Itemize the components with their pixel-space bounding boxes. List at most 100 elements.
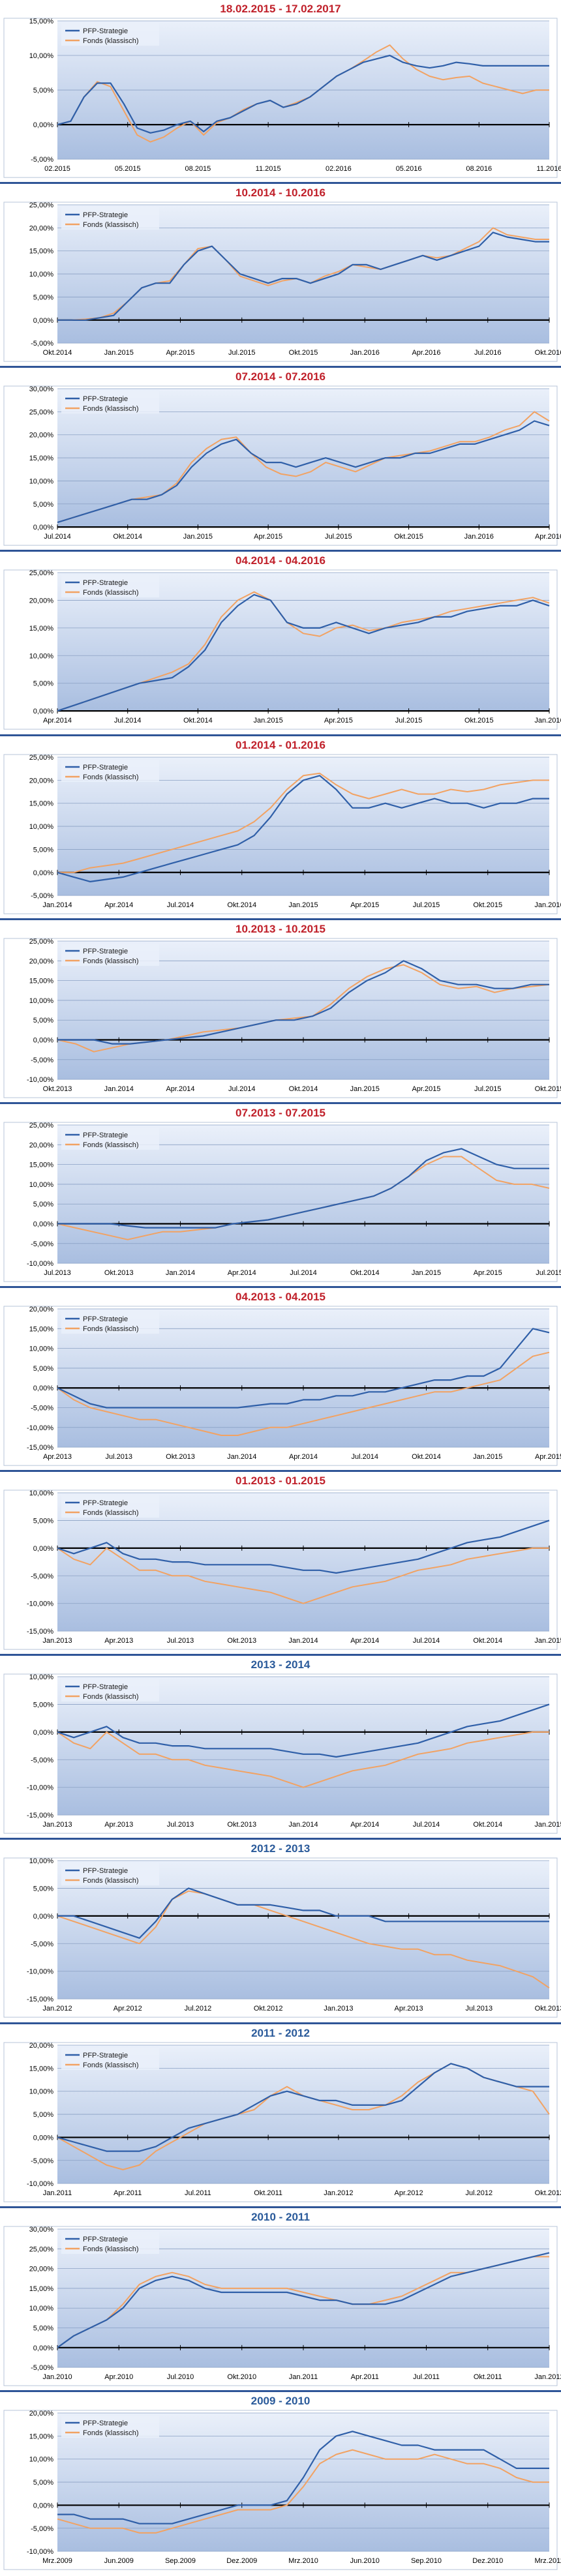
x-tick-label: Apr.2013 [104, 1821, 133, 1829]
legend-label-strategy: PFP-Strategie [83, 2419, 128, 2427]
x-tick-label: Jan.2015 [288, 901, 318, 909]
series-line-fund [57, 1731, 549, 1788]
y-tick-label: 30,00% [29, 2226, 54, 2234]
y-tick-label: 10,00% [29, 1345, 54, 1353]
x-tick-label: Jul.2013 [44, 1269, 71, 1277]
x-tick-label: Okt.2015 [473, 901, 502, 909]
legend-label-fund: Fonds (klassisch) [83, 2061, 139, 2069]
legend-label-strategy: PFP-Strategie [83, 211, 128, 219]
x-tick-label: Okt.2015 [464, 717, 494, 725]
y-tick-label: -10,00% [27, 2180, 53, 2188]
chart-panel: 2013 - 2014 10,00% 5,00% 0,00% -5,00% -10,00%… [0, 1656, 561, 1840]
chart-title: 2010 - 2011 [251, 2210, 310, 2223]
y-tick-label: -10,00% [27, 1784, 53, 1792]
x-tick-label: Apr.2014 [350, 1637, 379, 1645]
x-tick-label: Apr.2015 [535, 1453, 561, 1461]
y-tick-label: 5,00% [33, 2111, 53, 2119]
line-chart: 25,00% 20,00% 15,00% 10,00% 5,00% 0,00% -5,00%… [3, 202, 561, 362]
x-tick-label: Okt.2013 [227, 1821, 256, 1829]
y-tick-label: 15,00% [29, 248, 54, 256]
y-tick-label: 0,00% [33, 524, 53, 532]
section-divider [0, 2206, 561, 2208]
x-tick-label: Okt.2015 [394, 533, 423, 541]
legend-label-strategy: PFP-Strategie [83, 1315, 128, 1323]
chart-panel: 01.2013 - 01.2015 10,00% 5,00% 0,00% -5,00% -… [0, 1472, 561, 1656]
chart-title: 2011 - 2012 [251, 2026, 310, 2039]
y-tick-label: 20,00% [29, 432, 54, 440]
section-divider [0, 1654, 561, 1656]
chart-panel: 01.2014 - 01.2016 25,00% 20,00% 15,00% 10,00… [0, 736, 561, 920]
x-tick-label: Jul.2011 [413, 2373, 440, 2381]
chart-title: 2013 - 2014 [250, 1658, 311, 1671]
y-tick-label: -5,00% [31, 1240, 53, 1248]
x-tick-label: Apr.2014 [350, 1821, 379, 1829]
x-tick-label: Apr.2015 [412, 1085, 440, 1093]
chart-panel: 2010 - 2011 30,00% 25,00% 20,00% 15,00% 10,00… [0, 2208, 561, 2392]
x-tick-label: Okt.2014 [412, 1453, 441, 1461]
x-tick-label: 08.2016 [466, 165, 492, 173]
y-tick-label: 25,00% [29, 938, 54, 946]
x-tick-label: 05.2016 [396, 165, 422, 173]
x-tick-label: Apr.2012 [395, 2189, 423, 2197]
x-tick-label: Jan.2015 [254, 717, 283, 725]
x-tick-label: Jan.2014 [288, 1821, 318, 1829]
series-line-strategy [57, 232, 549, 322]
legend-label-fund: Fonds (klassisch) [83, 2429, 139, 2437]
series-line-fund [57, 1891, 550, 1989]
y-tick-label: 25,00% [29, 1122, 54, 1130]
legend [61, 207, 159, 230]
y-tick-label: 20,00% [29, 1306, 54, 1313]
x-tick-label: Mrz.2009 [42, 2557, 72, 2565]
series-line-fund [57, 411, 550, 524]
x-tick-label: 05.2015 [115, 165, 141, 173]
x-tick-label: Jan.2015 [534, 1821, 561, 1829]
y-tick-label: 10,00% [29, 2088, 54, 2095]
chart-panel: 07.2014 - 07.2016 30,00% 25,00% 20,00% 15,00… [0, 368, 561, 552]
series-line-fund [57, 772, 549, 873]
x-tick-label: Jul.2012 [185, 2005, 212, 2013]
x-tick-label: Jan.2015 [350, 1085, 380, 1093]
y-tick-label: -10,00% [27, 1968, 53, 1976]
y-tick-label: 15,00% [29, 800, 54, 807]
y-tick-label: -15,00% [27, 1812, 53, 1820]
legend-label-strategy: PFP-Strategie [83, 579, 128, 587]
x-tick-label: Okt.2012 [254, 2005, 283, 2013]
x-tick-label: Jul.2013 [105, 1453, 132, 1461]
series-line-strategy [57, 594, 550, 712]
section-divider [0, 1470, 561, 1473]
x-tick-label: Apr.2010 [104, 2373, 133, 2381]
y-tick-label: 20,00% [29, 224, 54, 232]
x-tick-label: Okt.2014 [227, 901, 256, 909]
y-tick-label: -10,00% [27, 1076, 53, 1084]
series-line-strategy [57, 2062, 549, 2152]
y-tick-label: -5,00% [31, 2157, 53, 2164]
y-tick-label: 15,00% [29, 455, 54, 462]
series-line-strategy [57, 54, 549, 134]
y-tick-label: 10,00% [29, 997, 54, 1005]
y-tick-label: 0,00% [33, 1729, 53, 1737]
x-tick-label: Okt.2014 [473, 1821, 502, 1829]
y-tick-label: 0,00% [33, 869, 53, 876]
series-line-strategy [57, 1520, 550, 1574]
y-tick-label: 5,00% [33, 501, 53, 509]
y-tick-label: 5,00% [33, 2324, 53, 2332]
x-tick-label: Jan.2016 [350, 349, 380, 357]
legend-label-fund: Fonds (klassisch) [83, 2245, 139, 2253]
x-tick-label: Apr.2016 [535, 533, 561, 541]
y-tick-label: -5,00% [31, 892, 53, 900]
y-tick-label: 10,00% [29, 1181, 54, 1189]
x-tick-label: Apr.2015 [166, 349, 194, 357]
legend-label-fund: Fonds (klassisch) [83, 1877, 139, 1885]
section-divider [0, 918, 561, 920]
x-tick-label: Jan.2015 [412, 1269, 441, 1277]
x-tick-label: Jan.2013 [42, 1821, 72, 1829]
x-tick-label: Jul.2013 [167, 1637, 194, 1645]
x-tick-label: 11.2016 [537, 165, 561, 173]
y-tick-label: 10,00% [29, 2305, 54, 2313]
x-tick-label: Jan.2014 [42, 901, 72, 909]
x-tick-label: Jul.2013 [167, 1821, 194, 1829]
chart-title: 01.2014 - 01.2016 [235, 738, 326, 751]
x-tick-label: Jul.2011 [185, 2189, 211, 2197]
y-tick-label: 30,00% [29, 385, 54, 393]
x-tick-label: Jul.2015 [413, 901, 440, 909]
